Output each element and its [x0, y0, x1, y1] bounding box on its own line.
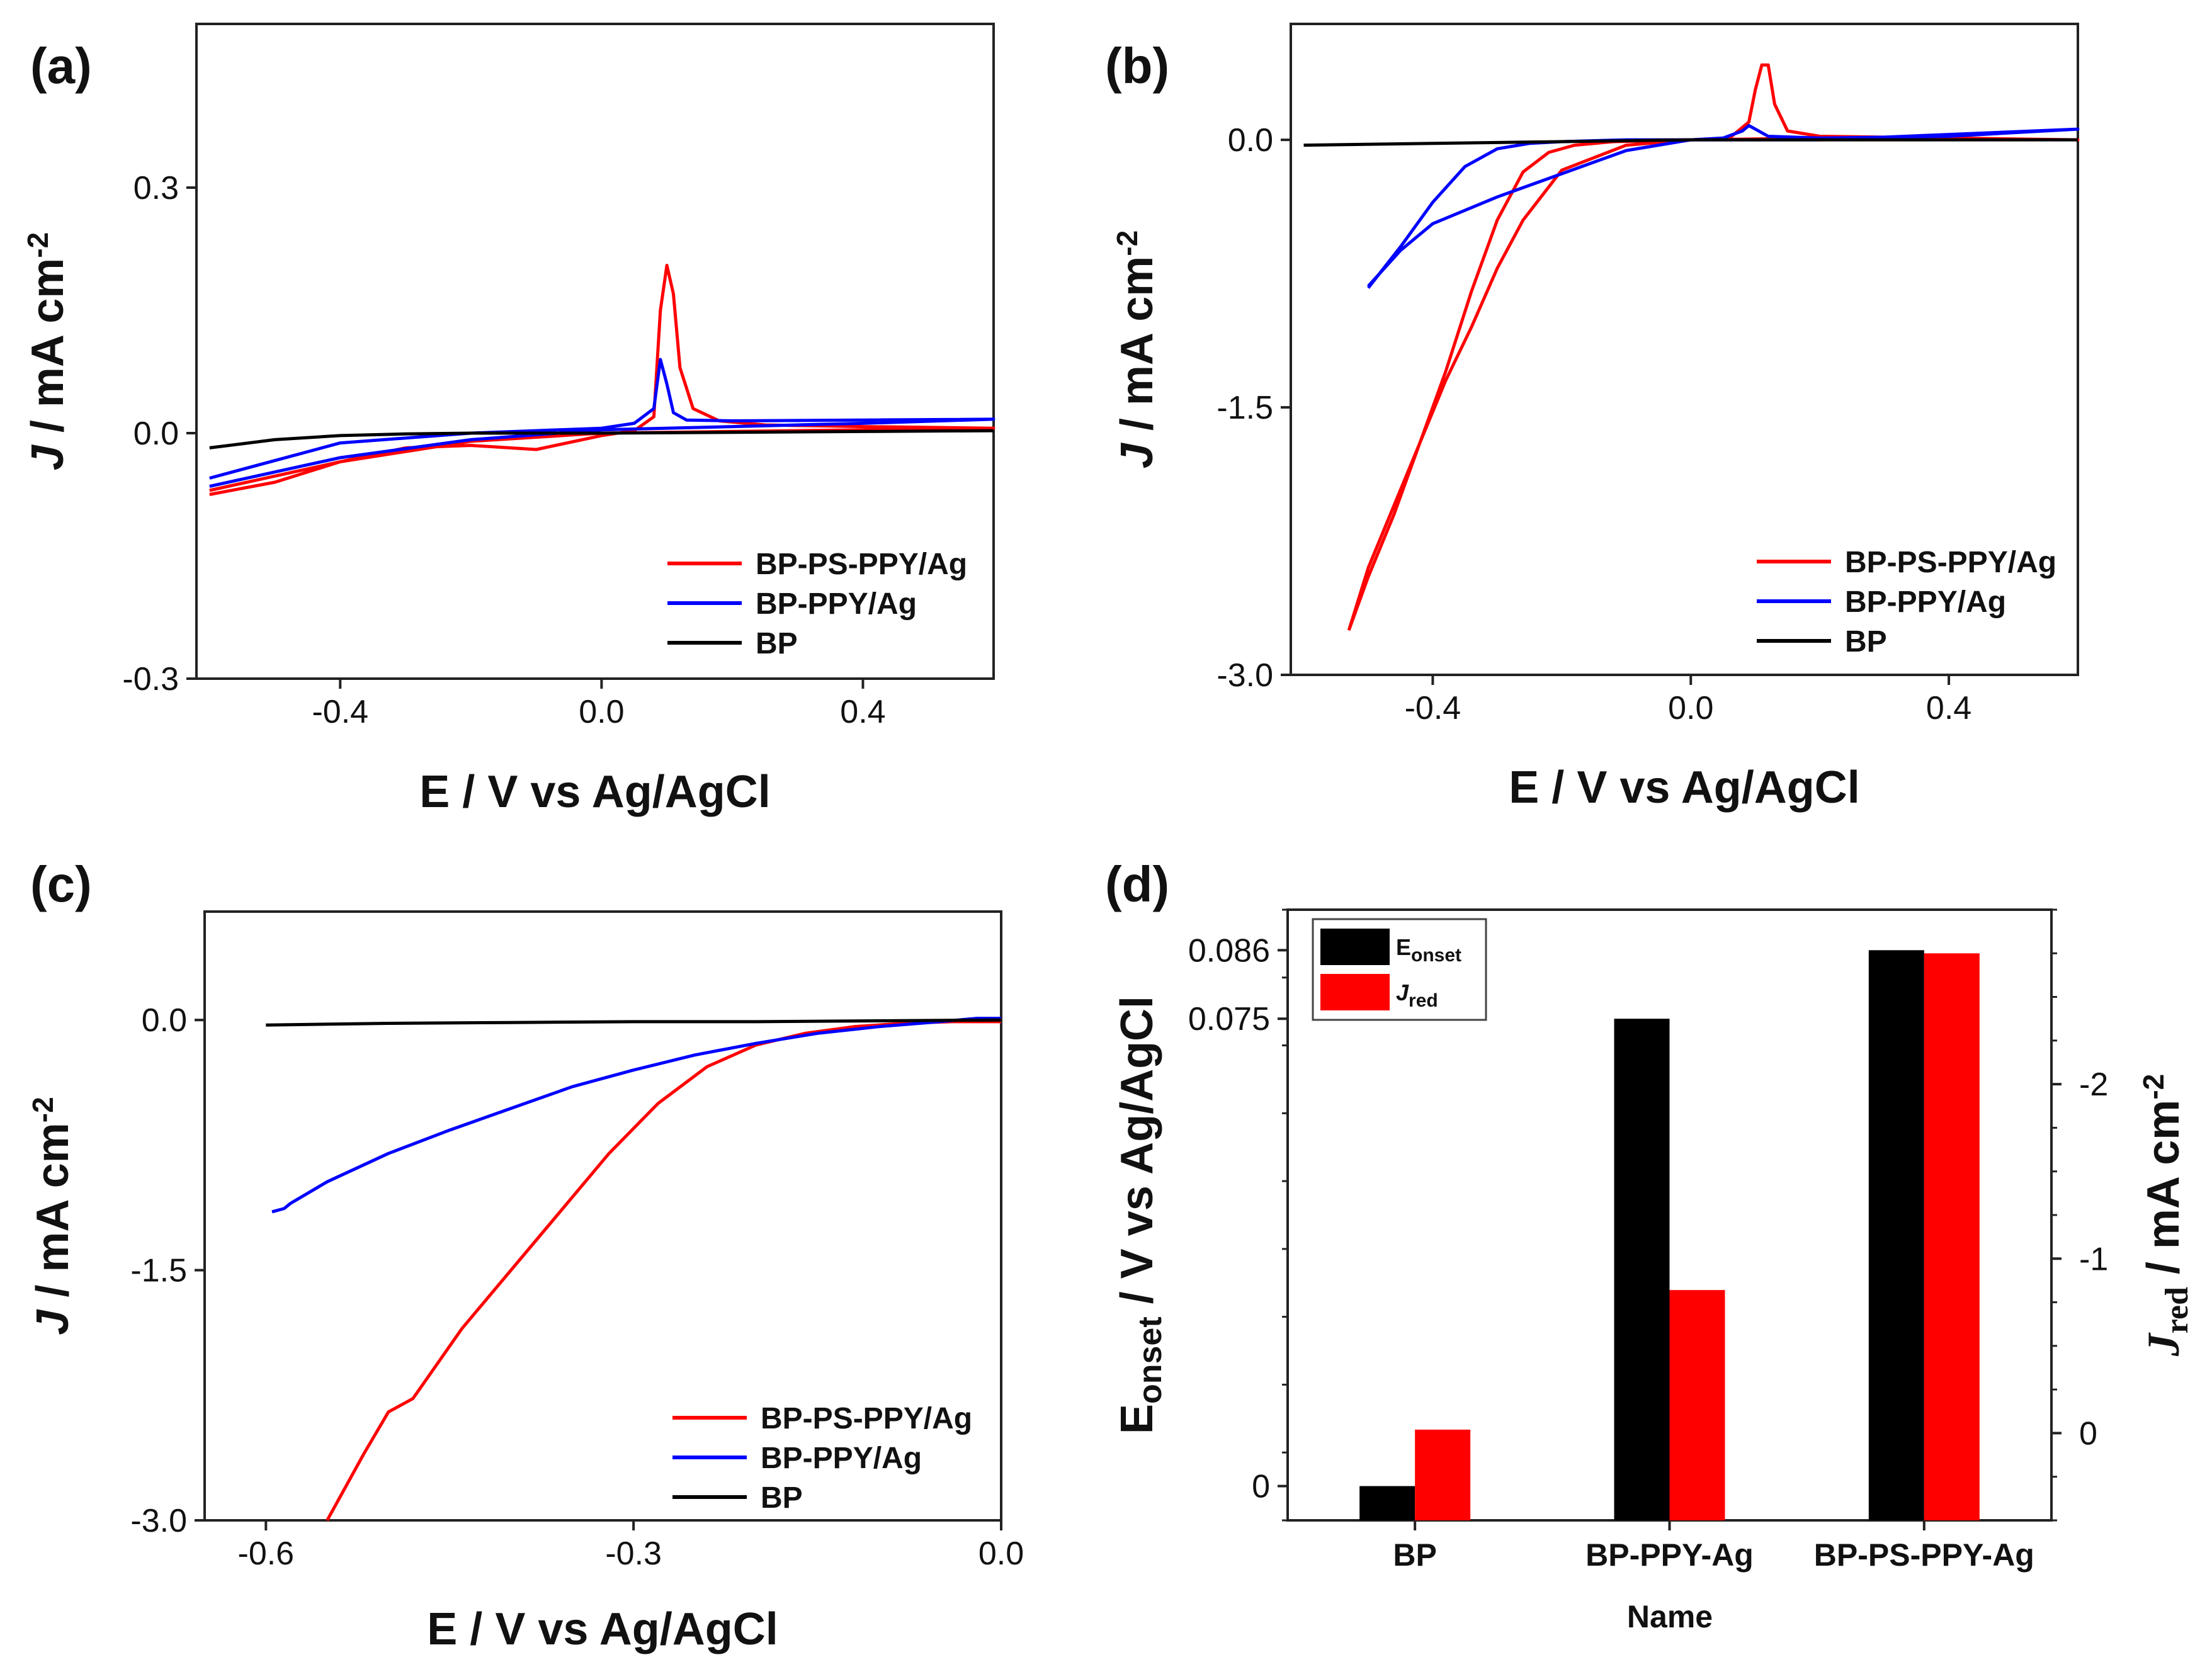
x-tick-label: 0.0 — [978, 1535, 1024, 1572]
bar-jred-bp-ppy-ag — [1669, 1290, 1725, 1520]
x-tick-label: -0.4 — [312, 694, 368, 730]
series-line-bp-ps-ppy-ag — [1347, 63, 2080, 631]
legend-label-bp: BP — [761, 1481, 803, 1515]
legend-swatch-red — [1320, 974, 1390, 1010]
category-label-bp: BP — [1393, 1537, 1436, 1573]
y-left-tick-label: 0 — [1252, 1469, 1270, 1505]
y-axis-title-unit: / mA cm — [28, 1122, 78, 1309]
y-left-title-rest: / V vs Ag/AgCl — [1112, 996, 1162, 1316]
x-tick-label: -0.6 — [238, 1535, 295, 1572]
legend-label-subscript: onset — [1411, 945, 1461, 966]
y-axis-title-symbol: J — [1112, 442, 1162, 468]
panel-c: -0.6 -0.3 0.0 -3.0 -1.5 0.0 BP-PS-PPY/Ag BP-PPY… — [26, 856, 1024, 1654]
y-left-title-subscript: onset — [1132, 1316, 1169, 1404]
plot-frame — [1290, 23, 2079, 676]
panel-b: -0.4 0.0 0.4 -3.0 -1.5 0.0 BP-PS-PPY/Ag BP-PPY/… — [1105, 23, 2080, 813]
y-left-tick-label: 0.086 — [1188, 932, 1270, 969]
y-left-axis-title: Eonset / V vs Ag/AgCl — [1112, 996, 1169, 1434]
legend-label-bp-ps-ppy-ag: BP-PS-PPY/Ag — [761, 1402, 972, 1435]
bar-eonset-bp-ps-ppy-ag — [1868, 950, 1924, 1520]
x-tick-label: 0.4 — [1926, 690, 1971, 726]
legend-label-bp-ppy-ag: BP-PPY/Ag — [756, 587, 917, 621]
y-right-title-subscript: red — [2159, 1287, 2195, 1333]
plot-frame — [195, 23, 995, 680]
y-right-axis-title: Jred / mA cm-2 — [2137, 1074, 2195, 1357]
y-axis-title: J / mA cm-2 — [26, 1097, 78, 1335]
series-line-bp-ppy-ag — [1367, 124, 2080, 289]
x-axis-title: E / V vs Ag/AgCl — [427, 1604, 778, 1654]
y-right-tick-label: -1 — [2079, 1241, 2108, 1277]
panel-label: (c) — [30, 856, 92, 912]
series-line-bp-ppy-ag — [209, 358, 995, 488]
legend-label-subscript: red — [1409, 990, 1438, 1011]
category-label-bp-ps-ppy-ag: BP-PS-PPY-Ag — [1814, 1537, 2034, 1573]
panel-label: (b) — [1105, 38, 1169, 94]
y-left-title-main: E — [1112, 1404, 1162, 1434]
series-line-bp — [266, 1018, 1002, 1027]
legend-label-bp-ps-ppy-ag: BP-PS-PPY/Ag — [756, 548, 967, 581]
y-axis-title-unit: / mA cm — [1112, 256, 1162, 443]
y-tick-label: -3.0 — [1217, 657, 1273, 694]
y-right-title-main: J — [2138, 1332, 2189, 1357]
y-right-title-exponent: -2 — [2137, 1074, 2170, 1100]
bar-jred-bp — [1415, 1429, 1471, 1520]
series-line-bp-ppy-ag — [271, 1017, 1001, 1214]
y-tick-label: -3.0 — [130, 1503, 187, 1539]
y-axis-title-symbol: J — [23, 444, 73, 470]
x-tick-label: 0.4 — [840, 694, 885, 730]
y-right-tick-label: 0 — [2079, 1415, 2097, 1452]
x-axis-title: Name — [1627, 1599, 1713, 1634]
series-line-bp — [1303, 138, 2078, 147]
y-tick-label: 0.0 — [142, 1002, 187, 1039]
y-tick-label: -1.5 — [1217, 390, 1273, 426]
legend-label-main: J — [1396, 980, 1409, 1005]
legend-label-red: Jred — [1396, 980, 1438, 1011]
legend-label-bp: BP — [1845, 625, 1887, 659]
y-tick-label: 0.3 — [133, 170, 179, 206]
x-tick-label: -0.3 — [605, 1535, 662, 1572]
bar-eonset-bp — [1359, 1486, 1415, 1520]
panel-a: -0.4 0.0 0.4 -0.3 0.0 0.3 BP-PS-PPY/Ag BP-PPY/A… — [21, 23, 995, 817]
legend-label-main: E — [1396, 934, 1411, 960]
legend-label-onset: Eonset — [1396, 934, 1461, 966]
legend-label-bp-ppy-ag: BP-PPY/Ag — [761, 1442, 922, 1475]
y-axis-title: J / mA cm-2 — [21, 232, 73, 470]
series-line-bp-ps-ppy-ag — [326, 1020, 1001, 1522]
legend-label-bp-ppy-ag: BP-PPY/Ag — [1845, 585, 2006, 619]
x-tick-label: 0.0 — [579, 694, 624, 730]
y-right-tick-label: -2 — [2079, 1066, 2108, 1103]
legend-label-bp-ps-ppy-ag: BP-PS-PPY/Ag — [1845, 546, 2056, 579]
y-axis-title-unit: / mA cm — [23, 258, 73, 445]
x-axis-title: E / V vs Ag/AgCl — [1509, 762, 1859, 813]
x-tick-label: -0.4 — [1405, 690, 1461, 726]
panel-d: BP BP-PPY-Ag BP-PS-PPY-Ag 0 0.075 0.086 0 -1 -2 E… — [1105, 856, 2195, 1634]
series-line-bp — [209, 429, 994, 449]
legend-swatch-onset — [1320, 929, 1390, 965]
y-tick-label: -1.5 — [130, 1253, 187, 1289]
x-axis-title: E / V vs Ag/AgCl — [419, 767, 770, 817]
legend-label-bp: BP — [756, 627, 798, 660]
bar-eonset-bp-ppy-ag — [1614, 1019, 1670, 1520]
y-axis-title-exponent: -2 — [26, 1097, 59, 1122]
panel-label: (d) — [1105, 856, 1169, 912]
plot-frame — [203, 910, 1002, 1522]
y-tick-label: -0.3 — [122, 661, 179, 698]
y-tick-label: 0.0 — [133, 416, 179, 452]
y-axis-title-symbol: J — [28, 1309, 78, 1335]
y-right-title-rest: / mA cm — [2138, 1100, 2189, 1287]
panel-label: (a) — [30, 38, 92, 94]
x-tick-label: 0.0 — [1668, 690, 1713, 726]
y-axis-title-exponent: -2 — [1111, 230, 1143, 256]
y-tick-label: 0.0 — [1228, 122, 1273, 159]
y-left-tick-label: 0.075 — [1188, 1001, 1270, 1037]
y-axis-title-exponent: -2 — [21, 232, 54, 258]
category-label-bp-ppy-ag: BP-PPY-Ag — [1585, 1537, 1754, 1573]
bar-jred-bp-ps-ppy-ag — [1924, 953, 1980, 1520]
y-axis-title: J / mA cm-2 — [1111, 230, 1162, 468]
